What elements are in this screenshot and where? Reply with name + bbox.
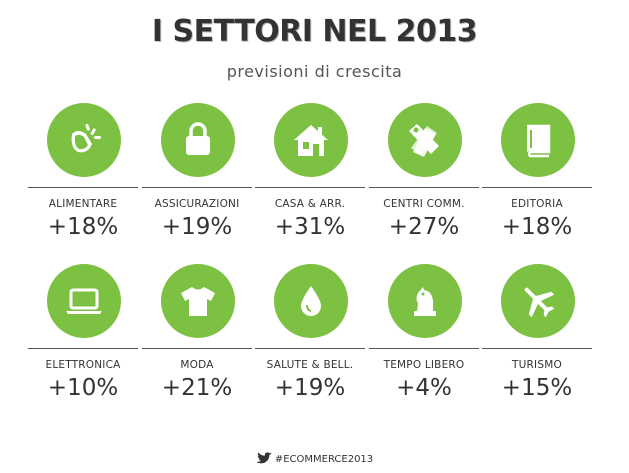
- sector-alimentare: ALIMENTARE +18%: [23, 103, 143, 240]
- house-icon: [274, 103, 348, 177]
- sector-editoria: EDITORIA +18%: [477, 103, 597, 240]
- divider: [369, 187, 479, 188]
- food-icon: [47, 103, 121, 177]
- laptop-icon: [47, 264, 121, 338]
- sector-growth: +27%: [388, 214, 460, 240]
- sector-label: ALIMENTARE: [48, 198, 118, 210]
- sector-label: TEMPO LIBERO: [383, 359, 465, 371]
- divider: [369, 348, 479, 349]
- sector-label: CENTRI COMM.: [383, 198, 465, 210]
- divider: [142, 348, 252, 349]
- sector-growth: +18%: [501, 214, 573, 240]
- sector-growth: +15%: [501, 375, 573, 401]
- airplane-icon: [501, 264, 575, 338]
- page-title: I SETTORI NEL 2013: [151, 14, 478, 49]
- divider: [482, 187, 592, 188]
- book-icon: [501, 103, 575, 177]
- divider: [142, 187, 252, 188]
- divider: [28, 187, 138, 188]
- sector-casa: CASA & ARR. +31%: [250, 103, 370, 240]
- sector-label: TURISMO: [512, 359, 562, 371]
- sector-growth: +21%: [161, 375, 233, 401]
- divider: [255, 348, 365, 349]
- sector-label: SALUTE & BELL.: [266, 359, 354, 371]
- hashtag-text: #ECOMMERCE2013: [274, 454, 374, 465]
- sector-growth: +10%: [47, 375, 119, 401]
- drop-icon: [274, 264, 348, 338]
- divider: [482, 348, 592, 349]
- sector-growth: +19%: [274, 375, 346, 401]
- sector-tempo-libero: TEMPO LIBERO +4%: [364, 264, 484, 401]
- divider: [28, 348, 138, 349]
- sector-label: CASA & ARR.: [274, 198, 346, 210]
- sector-centri-comm: CENTRI COMM. +27%: [364, 103, 484, 240]
- hashtag-footer: #ECOMMERCE2013: [0, 452, 629, 465]
- price-tag-icon: [388, 103, 462, 177]
- sector-label: ELETTRONICA: [45, 359, 121, 371]
- sector-assicurazioni: ASSICURAZIONI +19%: [137, 103, 257, 240]
- divider: [255, 187, 365, 188]
- sector-growth: +4%: [396, 375, 452, 401]
- sector-label: ASSICURAZIONI: [154, 198, 240, 210]
- twitter-bird-icon: [256, 452, 272, 464]
- sector-turismo: TURISMO +15%: [477, 264, 597, 401]
- sector-growth: +31%: [274, 214, 346, 240]
- sector-growth: +19%: [161, 214, 233, 240]
- sector-moda: MODA +21%: [137, 264, 257, 401]
- page-subtitle: previsioni di crescita: [226, 62, 403, 81]
- sector-label: MODA: [180, 359, 214, 371]
- lock-icon: [161, 103, 235, 177]
- sector-label: EDITORIA: [511, 198, 563, 210]
- tshirt-icon: [161, 264, 235, 338]
- sector-elettronica: ELETTRONICA +10%: [23, 264, 143, 401]
- sector-salute: SALUTE & BELL. +19%: [250, 264, 370, 401]
- chess-knight-icon: [388, 264, 462, 338]
- sector-growth: +18%: [47, 214, 119, 240]
